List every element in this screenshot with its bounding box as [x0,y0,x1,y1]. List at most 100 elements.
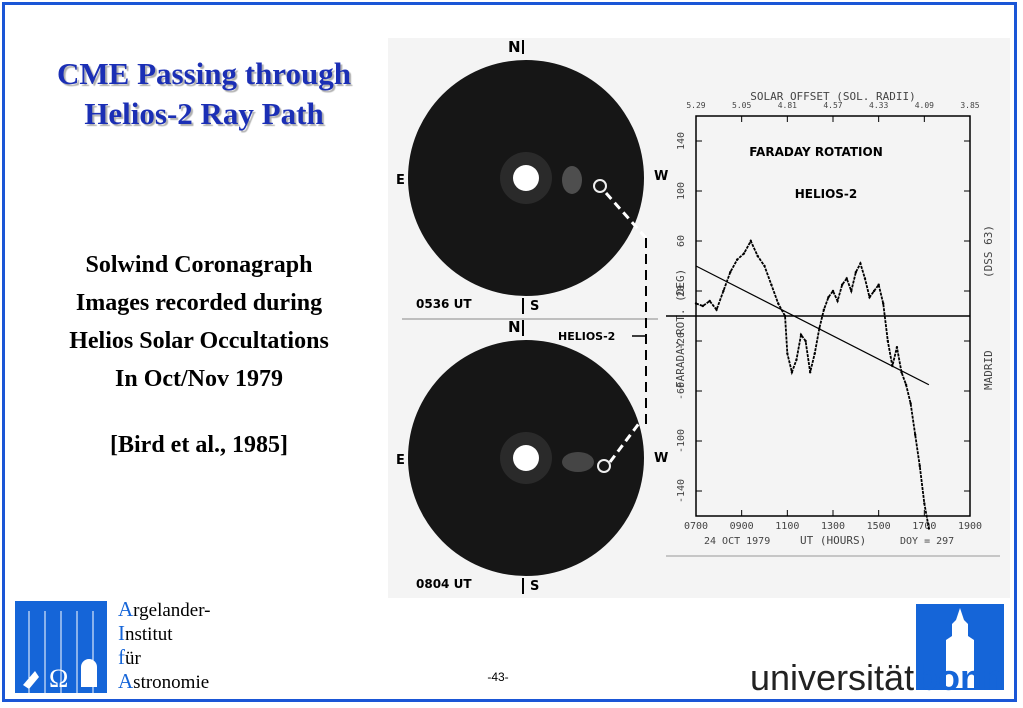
y-axis-label: FARADAY ROT. (DEG) [674,269,687,388]
sun-center-top [513,165,539,191]
data-point [840,283,844,286]
right-label-dss: (DSS 63) [982,225,995,278]
x-tick-label: 1500 [867,521,891,532]
north-label-bottom: N [508,318,521,336]
data-point [918,464,921,468]
data-point [845,277,848,280]
top-axis-label: SOLAR OFFSET (SOL. RADII) [750,90,916,103]
title-line-2: Helios-2 Ray Path [84,96,324,131]
x-tick-label: 1700 [912,521,936,532]
data-point [900,371,903,374]
coronagraph-bottom: N E W S 0804 UT [396,318,668,594]
north-label-top: N [508,38,521,56]
west-label-top: W [654,169,668,184]
data-point [909,402,912,405]
x-tick-label: 0700 [684,521,708,532]
top-tick-label: 5.29 [686,101,705,110]
chart-title: FARADAY ROTATION [749,145,883,159]
data-point [822,308,826,311]
data-point [694,302,698,305]
y-tick-label: 20 [676,285,687,297]
data-point [756,254,759,258]
data-point [777,302,780,305]
data-point [722,289,725,293]
reference-citation: [Bird et al., 1985] [110,432,288,458]
chart-date: 24 OCT 1979 [704,536,770,547]
data-point [813,352,816,355]
y-tick-label: -60 [676,382,687,400]
figure-panel: N E W S 0536 UT N E W S 0804 UT HELIOS-2 [388,38,1010,598]
y-tick-label: 100 [676,182,687,200]
top-tick-label: 4.33 [869,101,888,110]
x-tick-label: 1300 [821,521,845,532]
east-label-bottom: E [396,453,405,468]
top-tick-label: 3.85 [960,101,979,110]
ray-path-bottom [608,421,642,463]
figure-svg: N E W S 0536 UT N E W S 0804 UT HELIOS-2 [388,38,1010,598]
data-point [831,289,835,293]
data-point [863,277,867,280]
title-line-1: CME Passing through [57,56,351,91]
data-point [923,502,926,505]
data-point [799,333,803,336]
chart-doy: DOY = 297 [900,536,954,547]
right-label-madrid: MADRID [982,350,995,390]
data-point [818,327,821,330]
sun-center-bottom [513,445,539,471]
data-point [729,271,732,274]
south-label-bottom: S [530,579,539,594]
cme-feature-top [562,166,582,194]
east-label-top: E [396,173,405,188]
data-point [708,299,711,303]
trend-line [695,265,930,386]
coronagraph-top: N E W S 0536 UT [396,38,668,314]
top-tick-label: 4.09 [915,101,934,110]
cme-feature-bottom [562,452,594,472]
helios-label: HELIOS-2 [558,330,615,343]
argelander-logo: Ω [15,601,107,693]
data-point [763,264,766,268]
data-point [868,296,871,299]
data-point [872,289,876,293]
x-tick-label: 1100 [775,521,799,532]
data-point [783,314,787,318]
data-point [882,302,885,305]
slide-description: Solwind Coronagraph Images recorded duri… [18,246,380,398]
west-label-bottom: W [654,451,668,466]
x-axis-label: UT (HOURS) [800,534,866,547]
data-point [895,346,899,349]
data-point [827,296,830,299]
data-point [701,304,705,308]
argelander-wordmark: Argelander- Institut für Astronomie [118,597,211,694]
data-point [859,262,862,265]
y-tick-label: -140 [676,479,687,503]
page-number: -43- [487,670,509,684]
data-point [786,352,789,355]
y-tick-label: 140 [676,132,687,150]
data-point [877,283,880,286]
data-point [790,371,794,374]
y-tick-label: -100 [676,429,687,453]
x-tick-label: 0900 [730,521,754,532]
observatory-icon: Ω [23,611,97,693]
data-point [742,252,746,255]
data-point [770,283,773,286]
data-point [795,358,798,361]
data-point [808,371,812,374]
data-point [914,433,917,436]
data-point [886,339,889,343]
data-point [891,364,894,368]
top-tick-label: 4.81 [778,101,797,110]
chart-subtitle: HELIOS-2 [795,187,858,201]
slide-title: CME Passing through Helios-2 Ray Path [18,54,390,134]
svg-text:universität: universität [750,657,914,696]
svg-text:Ω: Ω [49,664,68,693]
data-point [904,383,908,386]
data-point [735,258,739,261]
svg-text:bonn: bonn [916,657,1004,696]
description-line-4: In Oct/Nov 1979 [115,366,283,392]
bonn-logo-svg: universität bonn [750,604,1004,698]
faraday-chart: SOLAR OFFSET (SOL. RADII) FARADAY ROTATI… [666,90,1000,557]
data-point [836,299,839,303]
description-line-3: Helios Solar Occultations [69,328,329,354]
